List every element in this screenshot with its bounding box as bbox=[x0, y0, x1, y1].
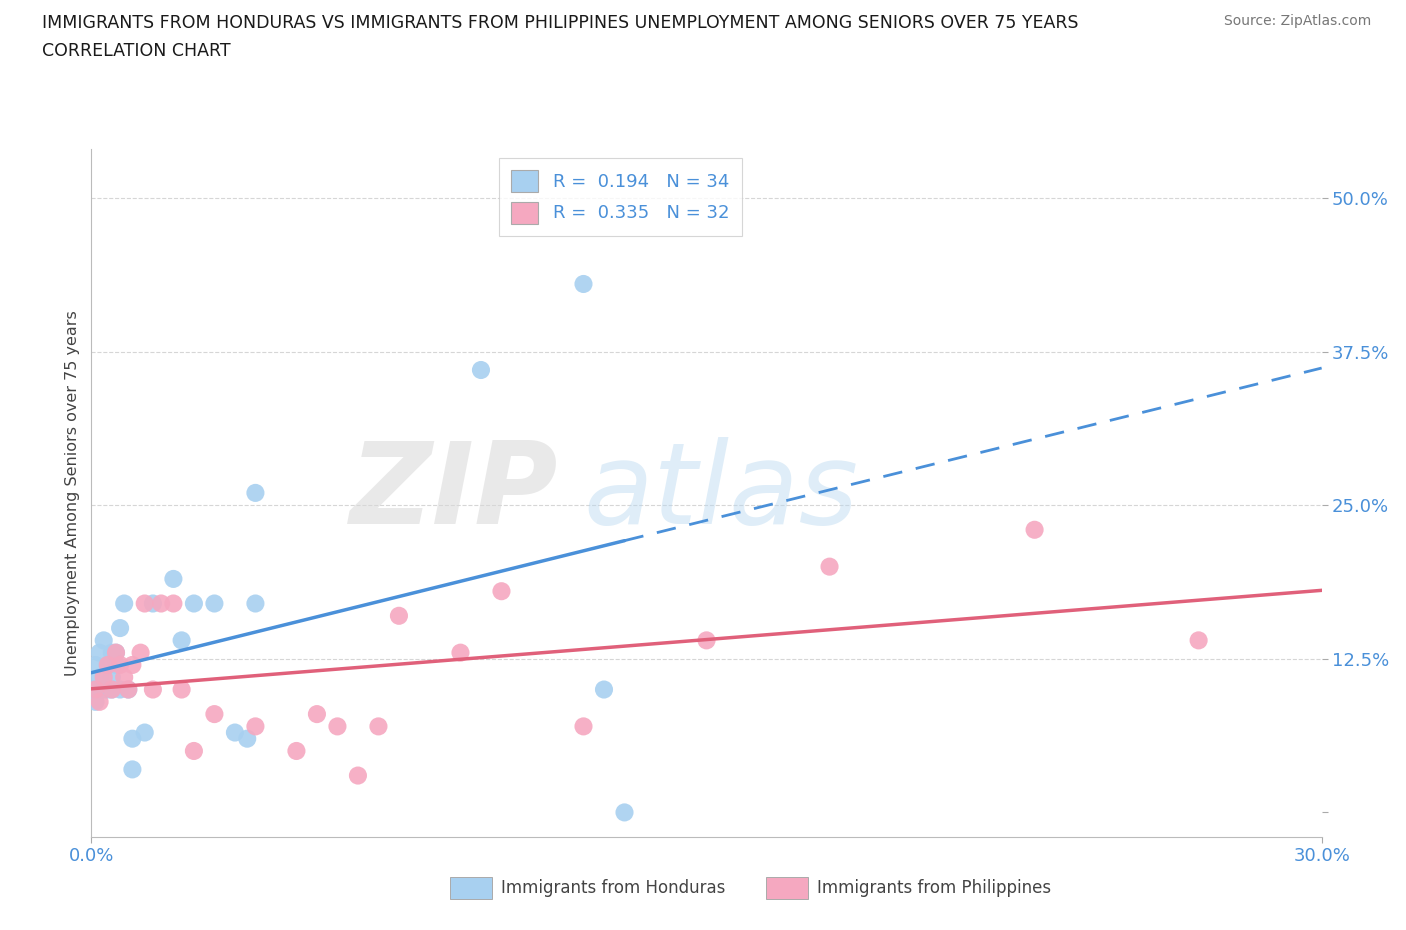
Point bbox=[245, 719, 267, 734]
Point bbox=[84, 695, 107, 710]
Point bbox=[326, 719, 349, 734]
Point bbox=[97, 682, 120, 697]
Point bbox=[101, 645, 124, 660]
Point bbox=[183, 744, 205, 759]
Point bbox=[613, 805, 636, 820]
Point bbox=[170, 633, 193, 648]
Text: Immigrants from Philippines: Immigrants from Philippines bbox=[817, 879, 1052, 897]
Point bbox=[108, 682, 131, 697]
Text: IMMIGRANTS FROM HONDURAS VS IMMIGRANTS FROM PHILIPPINES UNEMPLOYMENT AMONG SENIO: IMMIGRANTS FROM HONDURAS VS IMMIGRANTS F… bbox=[42, 14, 1078, 32]
Point bbox=[112, 670, 135, 684]
Point bbox=[142, 596, 165, 611]
Point bbox=[162, 596, 184, 611]
Point bbox=[112, 596, 135, 611]
Point bbox=[84, 682, 107, 697]
Text: ZIP: ZIP bbox=[350, 437, 558, 549]
Text: Immigrants from Honduras: Immigrants from Honduras bbox=[501, 879, 725, 897]
Point bbox=[202, 596, 225, 611]
Point bbox=[245, 485, 267, 500]
Point bbox=[89, 645, 111, 660]
Point bbox=[101, 670, 124, 684]
Point bbox=[170, 682, 193, 697]
Point bbox=[1024, 523, 1046, 538]
Point bbox=[367, 719, 389, 734]
Text: Source: ZipAtlas.com: Source: ZipAtlas.com bbox=[1223, 14, 1371, 28]
Point bbox=[162, 571, 184, 587]
Text: atlas: atlas bbox=[583, 437, 859, 549]
Point bbox=[183, 596, 205, 611]
Point bbox=[134, 596, 156, 611]
Point bbox=[285, 744, 308, 759]
Point bbox=[695, 633, 717, 648]
Point bbox=[202, 707, 225, 722]
Point bbox=[89, 695, 111, 710]
Point bbox=[80, 682, 103, 697]
Point bbox=[449, 645, 471, 660]
Point bbox=[101, 682, 124, 697]
Point bbox=[108, 658, 131, 672]
Point bbox=[93, 670, 115, 684]
Point bbox=[108, 620, 131, 635]
Y-axis label: Unemployment Among Seniors over 75 years: Unemployment Among Seniors over 75 years bbox=[65, 310, 80, 676]
Point bbox=[105, 658, 127, 672]
Point bbox=[388, 608, 411, 623]
Point bbox=[150, 596, 173, 611]
Point bbox=[105, 645, 127, 660]
Point bbox=[572, 276, 595, 291]
Point bbox=[121, 762, 143, 777]
Point bbox=[572, 719, 595, 734]
Point bbox=[97, 658, 120, 672]
Point bbox=[121, 731, 143, 746]
Point bbox=[491, 584, 513, 599]
Point bbox=[101, 682, 124, 697]
Point bbox=[117, 682, 139, 697]
Legend: R =  0.194   N = 34, R =  0.335   N = 32: R = 0.194 N = 34, R = 0.335 N = 32 bbox=[499, 158, 742, 236]
Text: CORRELATION CHART: CORRELATION CHART bbox=[42, 42, 231, 60]
Point bbox=[121, 658, 143, 672]
Point bbox=[84, 658, 107, 672]
Point bbox=[305, 707, 328, 722]
Point bbox=[142, 682, 165, 697]
Point bbox=[1187, 633, 1209, 648]
Point bbox=[134, 725, 156, 740]
Point bbox=[470, 363, 492, 378]
Point bbox=[97, 658, 120, 672]
Point bbox=[593, 682, 616, 697]
Point bbox=[93, 682, 115, 697]
Point bbox=[245, 596, 267, 611]
Point bbox=[117, 682, 139, 697]
Point bbox=[105, 645, 127, 660]
Point bbox=[347, 768, 370, 783]
Point bbox=[224, 725, 246, 740]
Point bbox=[818, 559, 841, 574]
Point bbox=[89, 670, 111, 684]
Point bbox=[93, 633, 115, 648]
Point bbox=[129, 645, 152, 660]
Point bbox=[236, 731, 259, 746]
